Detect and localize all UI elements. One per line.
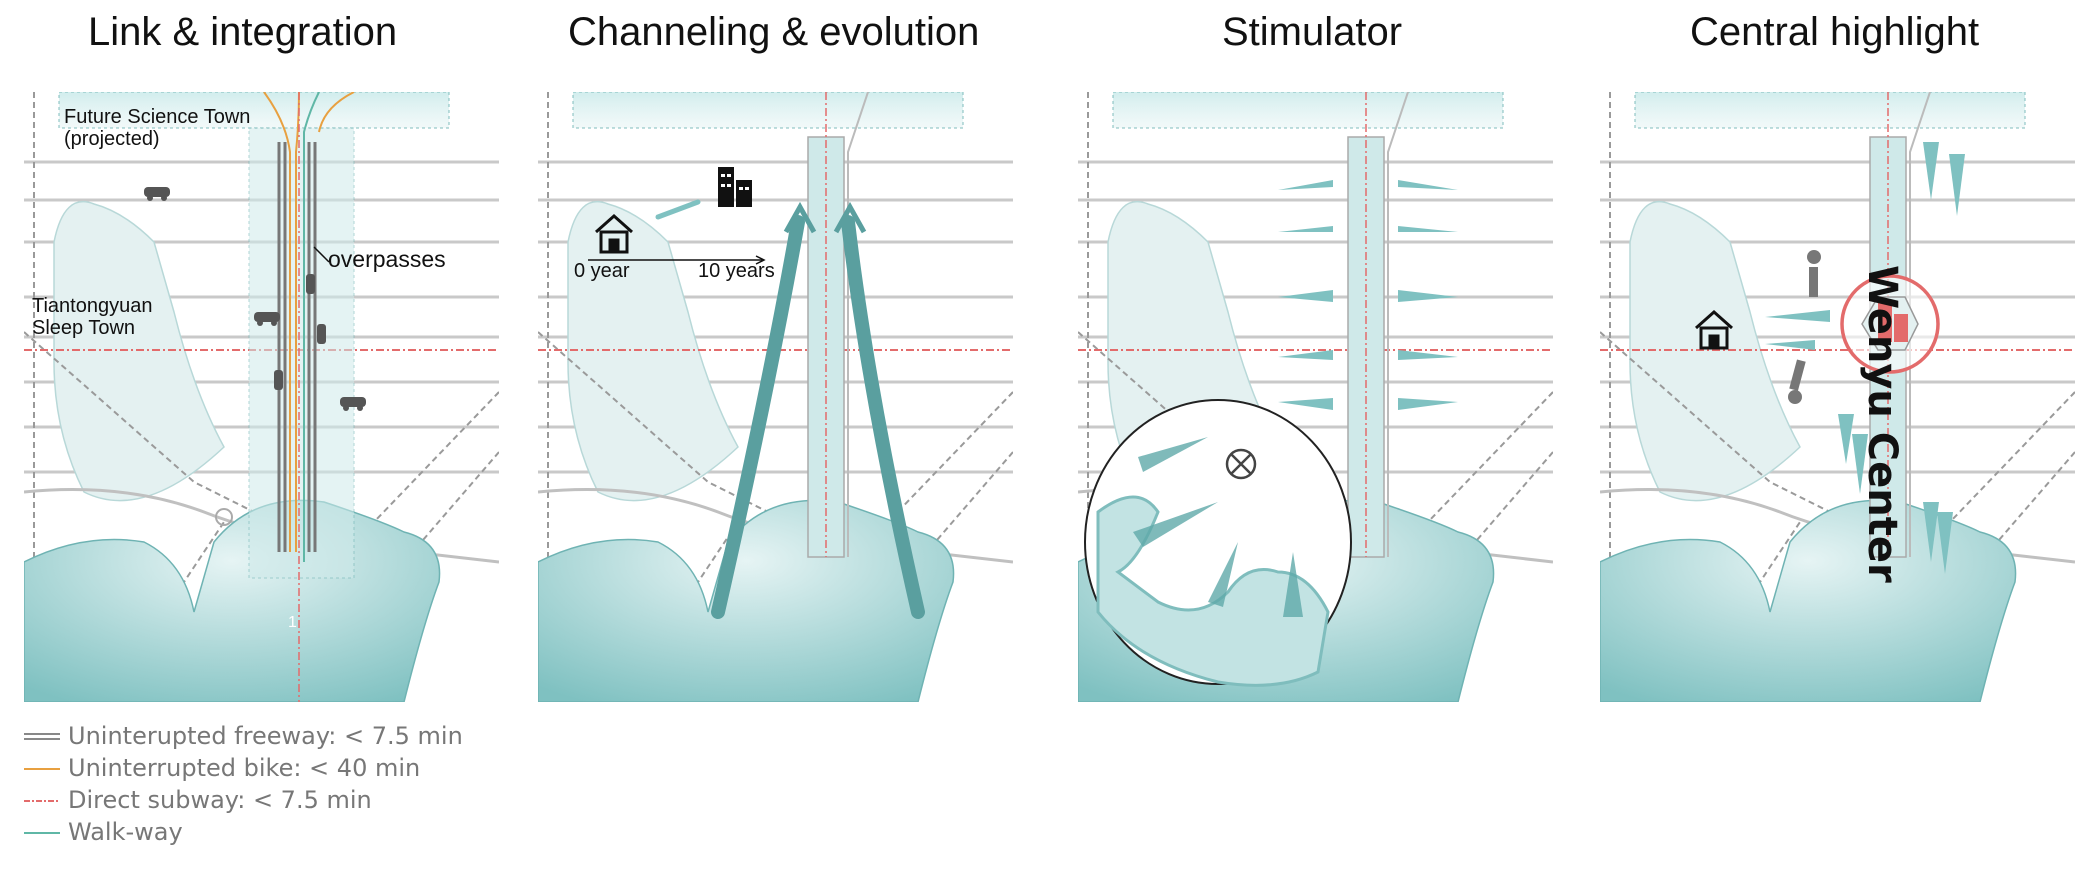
panel-title-stimulator: Stimulator xyxy=(1222,10,1403,54)
panel-central-map xyxy=(1600,92,2075,702)
legend: Uninterupted freeway: < 7.5 min Uninterr… xyxy=(24,720,463,848)
panel-channeling-map xyxy=(538,92,1013,702)
legend-label: Uninterrupted bike: < 40 min xyxy=(68,754,421,782)
house-icon xyxy=(1695,309,1733,350)
zoom-circle xyxy=(1084,399,1352,687)
wenyu-center-label: Wenyu Center xyxy=(1859,265,1905,583)
overpasses-label: overpasses xyxy=(328,246,446,272)
walkway-swatch xyxy=(24,832,60,834)
panel-title-central: Central highlight xyxy=(1690,10,1980,54)
legend-label: Walk-way xyxy=(68,818,183,846)
legend-label: Uninterupted freeway: < 7.5 min xyxy=(68,722,463,750)
bike-swatch xyxy=(24,768,60,770)
marker-number: 1 xyxy=(288,614,297,631)
panel-link-map xyxy=(24,92,499,702)
future-town-label: Future Science Town (projected) xyxy=(64,106,251,150)
car-icon xyxy=(144,187,366,411)
legend-item-walkway: Walk-way xyxy=(24,816,463,848)
legend-item-freeway: Uninterupted freeway: < 7.5 min xyxy=(24,720,463,752)
center-building-icon xyxy=(1878,302,1908,342)
sleep-town-label: Tiantongyuan Sleep Town xyxy=(32,295,153,339)
panel-link-integration: Future Science Town (projected) Tiantong… xyxy=(24,92,499,702)
house-icon xyxy=(595,213,633,254)
subway-swatch xyxy=(24,800,60,802)
panel-central-highlight xyxy=(1600,92,2075,702)
pedestrian-icon xyxy=(1788,250,1821,404)
freeway-swatch xyxy=(24,733,60,740)
panel-stimulator-map xyxy=(1078,92,1553,702)
timeline-end: 10 years xyxy=(698,260,775,282)
panel-title-link: Link & integration xyxy=(88,10,398,54)
panel-title-channeling: Channeling & evolution xyxy=(568,10,980,54)
panel-channeling-evolution: 0 year 10 years xyxy=(538,92,1013,702)
timeline-start: 0 year xyxy=(574,260,630,282)
legend-item-subway: Direct subway: < 7.5 min xyxy=(24,784,463,816)
legend-label: Direct subway: < 7.5 min xyxy=(68,786,372,814)
panel-stimulator xyxy=(1078,92,1553,702)
building-icon xyxy=(718,167,752,207)
legend-item-bike: Uninterrupted bike: < 40 min xyxy=(24,752,463,784)
